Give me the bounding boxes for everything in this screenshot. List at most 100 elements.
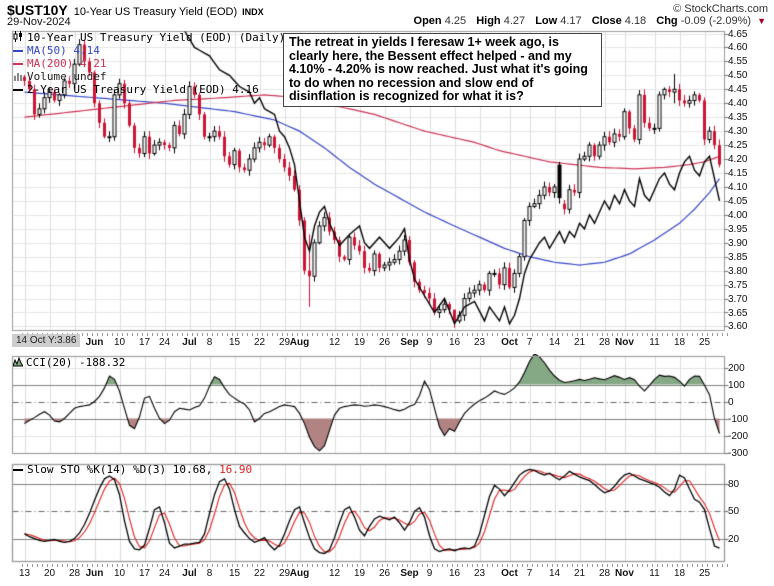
y-axis-label: 4.15: [728, 168, 748, 179]
stochastic-legend: Slow STO %K(14) %D(3) 10.68, 16.90: [13, 463, 252, 476]
x-axis-label: 29: [278, 337, 291, 348]
y-axis-label: 4.05: [728, 195, 748, 207]
x-axis-label: Jul: [182, 568, 197, 579]
x-axis-label: Aug: [289, 337, 310, 348]
x-axis-label: 21: [573, 337, 586, 348]
area-chart-icon: [12, 356, 24, 370]
low-value: 4.17: [560, 15, 582, 27]
y-axis-label: 4.50: [728, 70, 748, 82]
legend-item-label: MA(50) 4.14: [27, 44, 100, 57]
chg-down-triangle-icon: ▼: [757, 16, 766, 26]
legend-item-label: 2-Year US Treasury Yield (EOD) 4.16: [27, 83, 259, 96]
x-axis-label: Jul: [182, 337, 197, 348]
chg-label: Chg: [656, 15, 678, 27]
legend-item-4: 2-Year US Treasury Yield (EOD) 4.16: [13, 83, 318, 96]
x-axis-label: 28: [598, 568, 611, 579]
x-axis-label: 12: [328, 337, 341, 348]
open-label: Open: [413, 15, 442, 27]
x-axis-label: 23: [473, 337, 486, 348]
x-axis-label: 14: [548, 568, 561, 579]
y-axis-label: 3.90: [728, 237, 748, 249]
y-axis-label: 3.60: [728, 321, 748, 333]
y-axis-label: 4.35: [728, 112, 748, 124]
close-label: Close: [591, 15, 622, 27]
y-axis-label: 3.85: [728, 251, 748, 263]
chart-date: 29-Nov-2024: [7, 16, 71, 28]
sto-line-swatch: [13, 469, 23, 471]
high-value: 4.27: [503, 15, 526, 27]
crosshair-readout: 14 Oct Y:3.86: [12, 334, 81, 347]
volume-icon: [13, 71, 24, 84]
low-label: Low: [535, 15, 558, 27]
x-axis-label: 18: [673, 568, 686, 579]
sto-axis-label: 80: [728, 478, 740, 490]
stochastic-indicator-canvas[interactable]: [0, 460, 774, 564]
cci-axis-label: 100: [728, 379, 745, 391]
x-axis-label: 8: [206, 568, 213, 579]
cci-legend: CCI(20) -188.32: [12, 356, 126, 370]
x-axis-label: Nov: [615, 568, 634, 579]
x-axis-label: 21: [573, 568, 586, 579]
sto-axis-label: 50: [728, 506, 740, 518]
x-axis-label: 18: [673, 337, 686, 348]
close-value: 4.18: [624, 15, 647, 27]
x-axis-label: 19: [353, 568, 366, 579]
y-axis-label: 4.65: [728, 28, 748, 40]
x-axis-label: 20: [43, 568, 56, 579]
x-axis-label: 11: [649, 568, 660, 579]
x-axis-label: 28: [598, 337, 611, 348]
main-legend: 10-Year US Treasury Yield (EOD) (Daily) …: [13, 31, 318, 96]
chg-value: -0.09 (-2.09%): [680, 15, 752, 27]
y-axis-label: 3.75: [728, 279, 748, 291]
x-axis-label: 25: [698, 337, 711, 348]
x-axis-label: 16: [448, 568, 461, 579]
y-axis-label: 3.95: [728, 223, 748, 235]
cci-legend-label: CCI(20) -188.32: [26, 356, 126, 369]
cci-axis-label: 200: [728, 362, 745, 374]
x-axis-label: 10: [113, 337, 126, 348]
ohlc-quote-bar: Open 4.25 High 4.27 Low 4.17 Close 4.18 …: [407, 15, 766, 27]
legend-item-1: MA(50) 4.14: [13, 44, 318, 57]
chart-header: $UST10Y 10-Year US Treasury Yield (EOD) IN…: [7, 2, 264, 20]
x-axis-label: 19: [353, 337, 366, 348]
x-axis-label: 28: [68, 568, 81, 579]
cci-indicator-canvas[interactable]: [0, 354, 774, 456]
cci-axis-label: 0: [728, 396, 734, 408]
x-axis-label: Nov: [615, 337, 634, 348]
legend-item-3: Volume undef: [13, 70, 318, 83]
sto-legend-label: Slow STO %K(14) %D(3) 10.68,: [27, 463, 213, 476]
cci-axis-label: -200: [728, 430, 749, 442]
x-axis-label: 24: [158, 568, 171, 579]
cci-axis-label: -100: [728, 413, 749, 425]
x-axis-label: Sep: [400, 568, 419, 579]
x-axis-label: 16: [448, 337, 461, 348]
y-axis-label: 3.70: [728, 293, 748, 305]
x-axis-label: 9: [426, 337, 433, 348]
y-axis-label: 4.30: [728, 126, 748, 138]
x-axis-label: 17: [138, 568, 151, 579]
y-axis-label: 4.60: [728, 42, 748, 54]
y-axis-label: 3.65: [728, 307, 748, 319]
y-axis-label: 4.55: [728, 56, 748, 68]
x-axis-label: 9: [426, 568, 433, 579]
line-swatch: [13, 63, 23, 65]
legend-item-label: 10-Year US Treasury Yield (EOD) (Daily) …: [27, 31, 319, 44]
exchange-label: INDX: [242, 7, 264, 17]
legend-item-label: MA(200) 4.21: [27, 57, 107, 70]
bottom-x-axis: 13 20 28 Jun 10 17 24 Jul 8 15 22 29 Aug 12 19 26 Sep 9 16…: [0, 564, 774, 582]
x-axis-label: 15: [228, 337, 241, 348]
x-axis-label: Jun: [85, 337, 104, 348]
legend-item-2: MA(200) 4.21: [13, 57, 318, 70]
x-axis-label: 8: [206, 337, 213, 348]
x-axis-label: 25: [698, 568, 711, 579]
stockcharts-copyright: © StockCharts.com: [673, 3, 768, 15]
main-chart-x-axis: 132028Jun101724Jul8152229Aug121926Sep916…: [0, 333, 774, 351]
x-axis-label: 22: [253, 568, 266, 579]
x-axis-label: Jun: [85, 568, 104, 579]
y-axis-label: 4.10: [728, 181, 748, 193]
x-axis-label: 13: [18, 568, 31, 579]
x-axis-label: 15: [228, 568, 241, 579]
line-swatch: [13, 50, 23, 52]
x-axis-label: 23: [473, 568, 486, 579]
